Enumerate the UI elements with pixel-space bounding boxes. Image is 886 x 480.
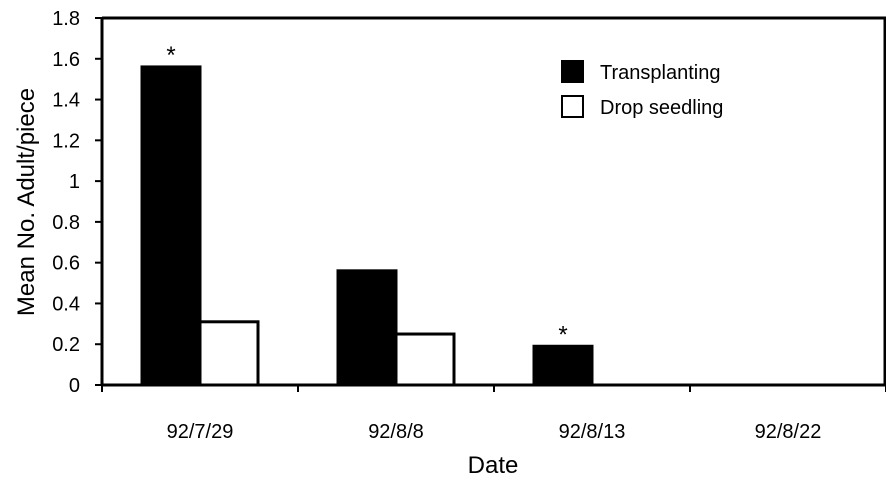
- y-axis-title: Mean No. Adult/piece: [13, 88, 40, 316]
- x-tick-label: 92/7/29: [167, 421, 234, 443]
- bar-transplanting-2: [336, 269, 398, 387]
- legend-label-drop-seedling: Drop seedling: [600, 97, 723, 119]
- bar-drop-seedling-2: [394, 332, 456, 387]
- x-tick-label: 92/8/22: [755, 421, 822, 443]
- significance-marker-3: *: [558, 321, 567, 348]
- y-tick-label: 0.6: [52, 253, 80, 275]
- axes-layer: [95, 16, 886, 392]
- y-tick-label: 0: [69, 375, 80, 397]
- bar-transplanting-3: [532, 344, 594, 387]
- y-tick-label: 1.4: [52, 90, 80, 112]
- y-tick-label: 0.8: [52, 212, 80, 234]
- legend-swatch-transplanting: [561, 60, 584, 83]
- bar-drop-seedling-1: [198, 320, 260, 387]
- x-axis-title: Date: [468, 452, 519, 479]
- y-tick-label: 0.4: [52, 293, 80, 315]
- bar-transplanting-1: [140, 65, 202, 387]
- bars-layer: [140, 65, 594, 387]
- legend: Transplanting Drop seedling: [561, 60, 723, 119]
- significance-marker-1: *: [166, 42, 175, 69]
- y-tick-label: 1.2: [52, 130, 80, 152]
- y-tick-label: 0.2: [52, 334, 80, 356]
- legend-label-transplanting: Transplanting: [600, 62, 720, 84]
- x-tick-label: 92/8/8: [368, 421, 424, 443]
- y-tick-label: 1: [69, 171, 80, 193]
- x-tick-label: 92/8/13: [559, 421, 626, 443]
- y-tick-label: 1.8: [52, 8, 80, 30]
- labels-layer: * * 0 0.2 0.4 0.6 0.8 1 1.2 1.4 1.6 1.8 92/7/29 92/8/…: [52, 8, 821, 443]
- legend-swatch-drop-seedling: [561, 95, 584, 118]
- y-tick-label: 1.6: [52, 49, 80, 71]
